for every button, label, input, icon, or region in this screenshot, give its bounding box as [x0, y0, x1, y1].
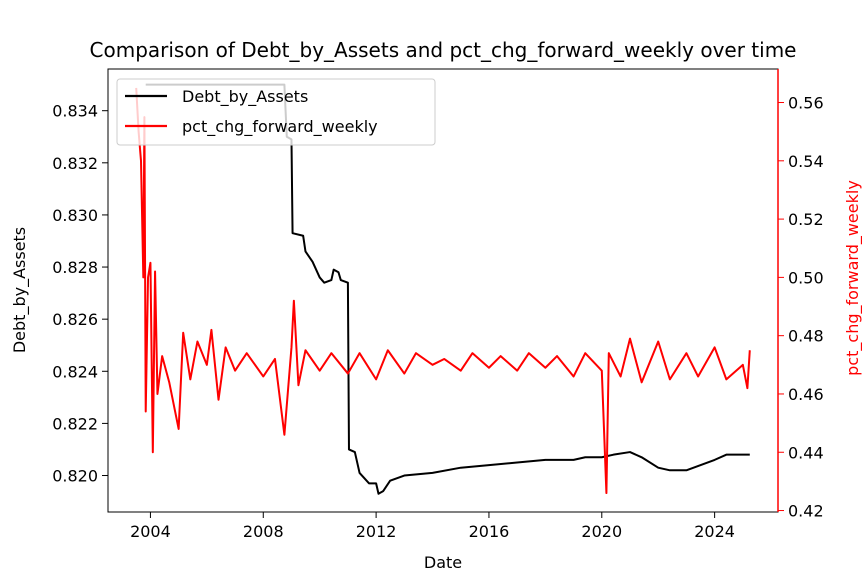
y-right-tick-label: 0.44: [788, 443, 824, 462]
chart-title: Comparison of Debt_by_Assets and pct_chg…: [90, 38, 797, 62]
y-left-tick-label: 0.826: [52, 310, 98, 329]
x-axis: 2004 2008 2012 2016 2020 2024: [130, 512, 735, 541]
y-right-tick-label: 0.52: [788, 210, 824, 229]
x-tick-label: 2024: [694, 522, 735, 541]
y-right-tick-label: 0.50: [788, 268, 824, 287]
y-left-tick-label: 0.824: [52, 362, 98, 381]
x-axis-label: Date: [424, 553, 462, 572]
y-left-tick-label: 0.820: [52, 467, 98, 486]
right-series-layer: [135, 87, 751, 495]
y-left-tick-label: 0.834: [52, 102, 98, 121]
y-right-axis-label: pct_chg_forward_weekly: [843, 180, 863, 376]
y-left-axis: 0.820 0.822 0.824 0.826 0.828 0.830 0.832 0.834: [52, 102, 108, 486]
x-tick-label: 2008: [243, 522, 284, 541]
left-series-layer: [145, 83, 750, 495]
legend: Debt_by_Assets pct_chg_forward_weekly: [116, 78, 436, 146]
legend-box: [116, 78, 436, 146]
y-left-tick-label: 0.832: [52, 154, 98, 173]
y-left-tick-label: 0.830: [52, 206, 98, 225]
legend-label-debt-by-assets: Debt_by_Assets: [182, 87, 308, 107]
x-tick-label: 2020: [581, 522, 622, 541]
series-line-debt-by-assets: [145, 83, 750, 495]
series-line-pct-chg-forward-weekly: [135, 87, 751, 495]
x-tick-label: 2004: [130, 522, 171, 541]
x-tick-label: 2012: [356, 522, 397, 541]
y-left-tick-label: 0.822: [52, 414, 98, 433]
y-right-tick-label: 0.42: [788, 502, 824, 521]
x-tick-label: 2016: [469, 522, 510, 541]
y-right-tick-label: 0.54: [788, 152, 824, 171]
legend-label-pct-chg-forward-weekly: pct_chg_forward_weekly: [182, 117, 378, 137]
y-right-tick-label: 0.56: [788, 94, 824, 113]
y-right-tick-label: 0.46: [788, 385, 824, 404]
y-right-tick-label: 0.48: [788, 327, 824, 346]
y-right-axis: 0.42 0.44 0.46 0.48 0.50 0.52 0.54 0.56: [777, 69, 824, 521]
y-left-tick-label: 0.828: [52, 258, 98, 277]
y-left-axis-label: Debt_by_Assets: [10, 227, 30, 353]
